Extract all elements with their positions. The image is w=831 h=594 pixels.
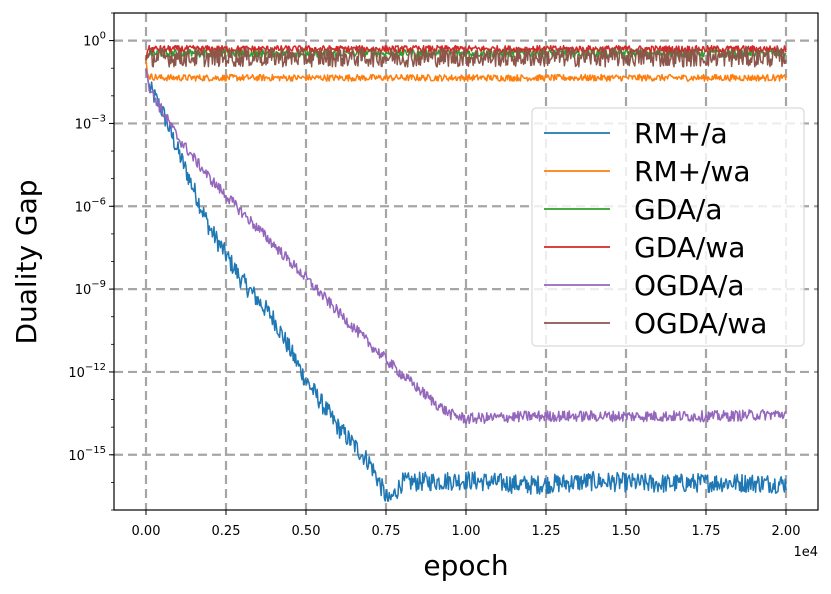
x-tick-label: 1.00 <box>452 524 481 539</box>
y-tick-label: 10−12 <box>68 362 106 381</box>
legend-label: OGDA/a <box>634 269 745 302</box>
series-line-ogda-a <box>145 68 787 425</box>
grid-layer <box>114 13 818 510</box>
legend-label: RM+/wa <box>634 155 751 188</box>
legend-box <box>531 107 805 347</box>
y-tick-label: 10−15 <box>68 445 106 464</box>
legend-label: GDA/wa <box>634 231 745 264</box>
x-tick-label: 1.50 <box>612 524 641 539</box>
x-tick-label: 0.75 <box>372 524 401 539</box>
x-tick-label: 1.25 <box>532 524 561 539</box>
legend-label: GDA/a <box>634 193 723 226</box>
y-tick-label: 100 <box>83 31 106 50</box>
series-line-rm-wa <box>145 59 787 82</box>
legend-label: RM+/a <box>634 117 728 150</box>
axes-layer: 0.00 0.25 0.50 0.75 1.00 1.25 1.50 1.75 2.00 100 1… <box>68 12 819 539</box>
y-axis-label: Duality Gap <box>10 179 43 344</box>
y-tick-label: 10−6 <box>75 196 106 215</box>
x-axis-label: epoch <box>423 549 508 582</box>
series-line-rm-a <box>145 68 787 502</box>
x-tick-label: 2.00 <box>772 524 801 539</box>
y-tick-label: 10−9 <box>75 279 106 298</box>
series-layer <box>145 44 787 502</box>
x-tick-label: 0.25 <box>212 524 241 539</box>
y-tick-label: 10−3 <box>75 113 106 132</box>
legend: RM+/a RM+/wa GDA/a GDA/wa OGDA/a OGDA/wa <box>531 107 805 347</box>
x-tick-label: 0.00 <box>132 524 161 539</box>
series-line-ogda-wa <box>145 46 787 68</box>
x-tick-label: 1.75 <box>692 524 721 539</box>
x-axis-offset-text: 1e4 <box>793 545 818 560</box>
legend-label: OGDA/wa <box>634 307 767 340</box>
x-tick-label: 0.50 <box>292 524 321 539</box>
